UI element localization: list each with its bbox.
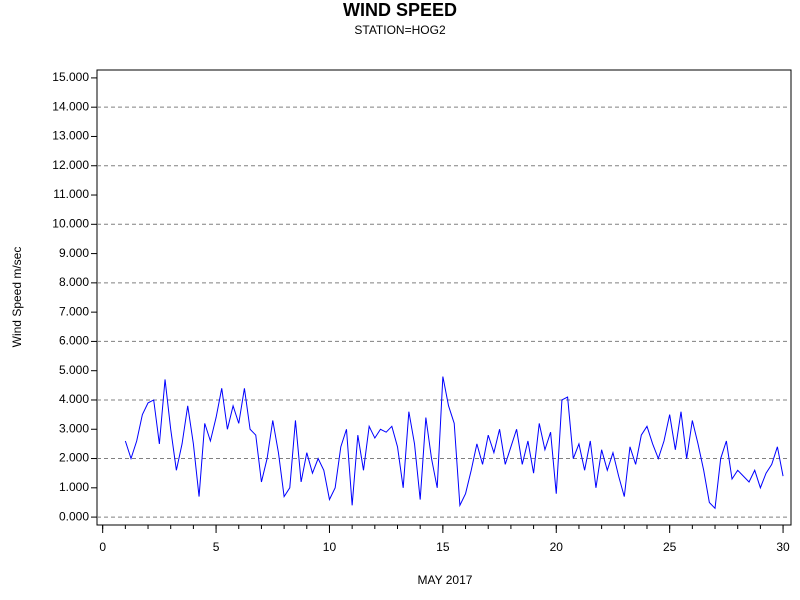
- chart-subtitle: STATION=HOG2: [354, 23, 446, 37]
- x-tick-label: 20: [550, 540, 564, 554]
- y-tick-label: 5.000: [59, 363, 89, 377]
- x-tick-label: 0: [99, 540, 106, 554]
- x-tick-label: 5: [213, 540, 220, 554]
- y-tick-label: 2.000: [59, 451, 89, 465]
- y-tick-label: 1.000: [59, 480, 89, 494]
- x-tick-label: 25: [663, 540, 677, 554]
- y-tick-label: 6.000: [59, 334, 89, 348]
- y-tick-label: 14.000: [52, 99, 89, 113]
- y-tick-label: 3.000: [59, 421, 89, 435]
- x-tick-label: 30: [776, 540, 790, 554]
- y-tick-label: 15.000: [52, 70, 89, 84]
- data-line: [124, 376, 784, 510]
- x-tick-label: 10: [323, 540, 337, 554]
- y-tick-label: 7.000: [59, 304, 89, 318]
- y-tick-label: 13.000: [52, 129, 89, 143]
- y-tick-label: 9.000: [59, 246, 89, 260]
- y-tick-label: 12.000: [52, 158, 89, 172]
- y-tick-label: 8.000: [59, 275, 89, 289]
- x-axis-label: MAY 2017: [418, 573, 473, 587]
- y-tick-label: 11.000: [53, 187, 89, 201]
- y-tick-label: 4.000: [59, 392, 89, 406]
- chart-title: WIND SPEED: [343, 0, 457, 20]
- y-tick-label: 10.000: [52, 216, 89, 230]
- y-axis-label: Wind Speed m/sec: [10, 247, 24, 348]
- plot-frame: [96, 69, 792, 526]
- x-tick-label: 15: [436, 540, 450, 554]
- y-tick-label: 0.000: [59, 509, 89, 523]
